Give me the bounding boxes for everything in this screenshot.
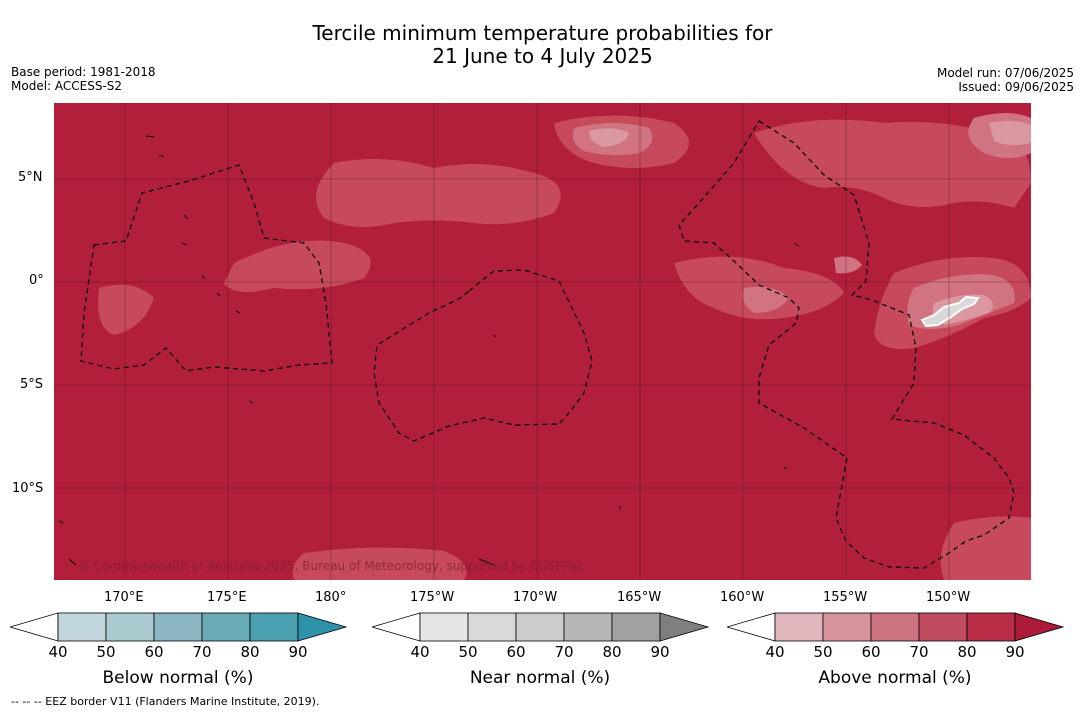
colorbar-title-below: Below normal (%) [102,668,254,688]
island-specks [58,135,800,566]
colorbar-below-normal [10,610,350,644]
contour-near-normal [920,295,980,328]
issued-text: Issued: 09/06/2025 [958,80,1074,94]
lon-label-170e: 170°E [104,590,144,605]
tick-above-60: 60 [861,643,881,661]
lon-label-150w: 150°W [926,590,971,605]
lon-label-175e: 175°E [207,590,247,605]
tick-above-70: 70 [909,643,929,661]
tick-near-70: 70 [554,643,574,661]
model-run-text: Model run: 07/06/2025 [936,66,1074,80]
tick-above-40: 40 [765,643,785,661]
lon-label-165w: 165°W [617,590,662,605]
meta-right: Model run: 07/06/2025 Issued: 09/06/2025 [937,66,1074,94]
contour-band-50 [589,120,1031,325]
lon-label-155w: 155°W [823,590,868,605]
lat-label-10s: 10°S [12,481,44,496]
probability-map [54,103,1031,580]
lat-label-5n: 5°N [18,170,43,185]
colorbar-above-normal [727,610,1067,644]
tick-above-50: 50 [813,643,833,661]
lon-label-180: 180° [315,590,347,605]
tick-near-50: 50 [458,643,478,661]
colorbar-title-near: Near normal (%) [469,668,611,688]
tick-below-60: 60 [144,643,164,661]
tick-near-60: 60 [506,643,526,661]
grid-lines [54,103,1031,580]
tick-above-80: 80 [957,643,977,661]
tick-near-80: 80 [602,643,622,661]
copyright-text: © Commonwealth of Australia 2025, Bureau… [78,559,584,573]
eez-borders [80,120,1015,569]
tick-near-40: 40 [410,643,430,661]
lon-label-160w: 160°W [720,590,765,605]
tick-below-90: 90 [288,643,308,661]
chart-title-line1: Tercile minimum temperature probabilitie… [312,21,773,45]
tick-above-90: 90 [1005,643,1025,661]
lat-label-5s: 5°S [20,377,44,392]
colorbar-title-above: Above normal (%) [818,668,972,688]
lat-label-0: 0° [29,273,44,288]
lon-label-175w: 175°W [410,590,455,605]
meta-left: Base period: 1981-2018 Model: ACCESS-S2 [11,65,156,93]
chart-title-line2: 21 June to 4 July 2025 [432,44,653,68]
base-period-text: Base period: 1981-2018 [11,65,156,79]
eez-footnote: -- -- -- EEZ border V11 (Flanders Marine… [11,695,320,708]
lon-label-170w: 170°W [513,590,558,605]
tick-below-70: 70 [192,643,212,661]
tick-below-80: 80 [240,643,260,661]
model-text: Model: ACCESS-S2 [11,79,123,93]
tick-below-50: 50 [96,643,116,661]
colorbar-near-normal [372,610,712,644]
tick-near-90: 90 [650,643,670,661]
tick-below-40: 40 [48,643,68,661]
